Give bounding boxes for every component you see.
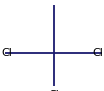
Text: Cl: Cl: [49, 90, 59, 91]
Text: Cl: Cl: [1, 48, 12, 58]
Text: Cl: Cl: [92, 48, 103, 58]
